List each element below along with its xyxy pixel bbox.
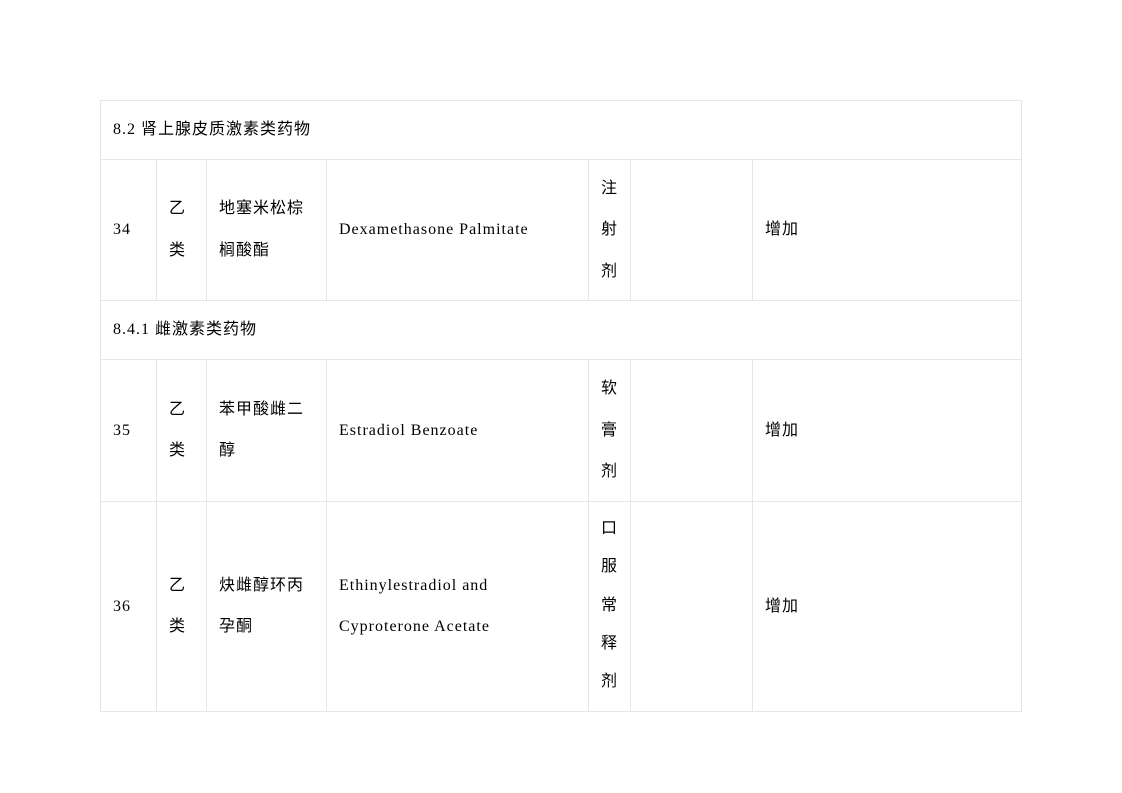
table-row: 36 乙类 炔雌醇环丙孕酮 Ethinylestradiol and Cypro… — [101, 501, 1022, 711]
cell-num: 36 — [101, 501, 157, 711]
section-header: 8.4.1 雌激素类药物 — [101, 301, 1022, 360]
section-header: 8.2 肾上腺皮质激素类药物 — [101, 101, 1022, 160]
cell-pad — [631, 501, 753, 711]
class-text: 乙类 — [169, 565, 185, 648]
cell-class: 乙类 — [157, 159, 207, 301]
cell-action: 增加 — [753, 159, 1022, 301]
cell-form: 软膏剂 — [589, 359, 631, 501]
form-text: 注射剂 — [601, 168, 617, 293]
cell-action: 增加 — [753, 359, 1022, 501]
cell-name-en: Dexamethasone Palmitate — [327, 159, 589, 301]
cell-form: 口服常释剂 — [589, 501, 631, 711]
cell-pad — [631, 159, 753, 301]
cell-num: 35 — [101, 359, 157, 501]
cell-num: 34 — [101, 159, 157, 301]
section-header-row: 8.4.1 雌激素类药物 — [101, 301, 1022, 360]
section-header-row: 8.2 肾上腺皮质激素类药物 — [101, 101, 1022, 160]
form-text: 口服常释剂 — [601, 510, 617, 702]
cell-action: 增加 — [753, 501, 1022, 711]
cell-class: 乙类 — [157, 501, 207, 711]
class-text: 乙类 — [169, 188, 185, 271]
table-row: 34 乙类 地塞米松棕榈酸酯 Dexamethasone Palmitate 注… — [101, 159, 1022, 301]
cell-name-cn: 苯甲酸雌二醇 — [207, 359, 327, 501]
cell-name-en: Estradiol Benzoate — [327, 359, 589, 501]
cell-pad — [631, 359, 753, 501]
cell-form: 注射剂 — [589, 159, 631, 301]
cell-name-en: Ethinylestradiol and Cyproterone Acetate — [327, 501, 589, 711]
form-text: 软膏剂 — [601, 368, 617, 493]
cell-class: 乙类 — [157, 359, 207, 501]
drug-table: 8.2 肾上腺皮质激素类药物 34 乙类 地塞米松棕榈酸酯 Dexamethas… — [100, 100, 1022, 712]
table-row: 35 乙类 苯甲酸雌二醇 Estradiol Benzoate 软膏剂 增加 — [101, 359, 1022, 501]
cell-name-cn: 炔雌醇环丙孕酮 — [207, 501, 327, 711]
class-text: 乙类 — [169, 389, 185, 472]
cell-name-cn: 地塞米松棕榈酸酯 — [207, 159, 327, 301]
